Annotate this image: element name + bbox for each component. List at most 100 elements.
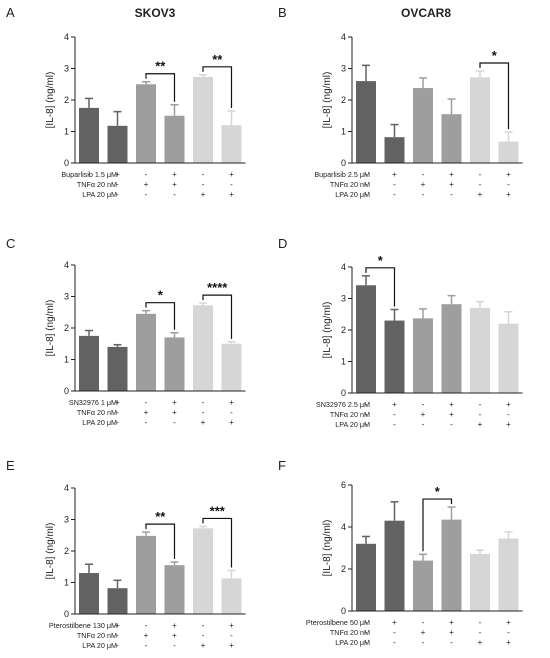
treatment-mark: -	[479, 410, 482, 419]
treatment-mark: -	[365, 638, 368, 647]
treatment-mark: -	[365, 400, 368, 409]
treatment-mark: -	[173, 418, 176, 427]
bar	[384, 320, 405, 393]
treatment-row-label: LPA 20 μM	[82, 190, 117, 199]
bar	[221, 343, 242, 391]
treatment-mark: -	[422, 190, 425, 199]
treatment-mark: -	[507, 180, 510, 189]
panel-letter: A	[6, 5, 15, 20]
treatment-mark: +	[506, 190, 511, 199]
treatment-mark: +	[478, 638, 483, 647]
y-axis-label: [IL-8] (ng/ml)	[322, 72, 333, 129]
treatment-mark: +	[392, 400, 397, 409]
y-tick-label: 0	[341, 158, 346, 168]
treatment-mark: -	[116, 418, 119, 427]
treatment-mark: +	[115, 398, 120, 407]
bar	[136, 535, 156, 614]
significance-bracket	[479, 62, 510, 130]
y-tick-label: 3	[64, 292, 69, 302]
treatment-mark: +	[449, 400, 454, 409]
treatment-mark: +	[229, 418, 234, 427]
panel-letter: E	[6, 458, 15, 473]
bar	[107, 125, 128, 163]
treatment-row-label: Buparlisib 2.5 μM	[314, 170, 370, 179]
significance-label: **	[155, 509, 166, 524]
bar	[384, 137, 405, 163]
treatment-mark: +	[478, 420, 483, 429]
treatment-mark: -	[88, 631, 91, 640]
column-title-skov3: SKOV3	[135, 6, 176, 20]
bar	[413, 318, 433, 393]
y-tick-label: 4	[341, 262, 346, 272]
treatment-row-label: SN32976 2.5 μM	[316, 400, 370, 409]
treatment-row-label: LPA 20 μM	[82, 418, 117, 427]
treatment-row-label: TNFα 20 nM	[330, 180, 370, 189]
y-tick-label: 3	[64, 515, 69, 525]
bar	[193, 77, 213, 163]
bar	[356, 285, 376, 393]
treatment-mark: +	[229, 641, 234, 650]
treatment-mark: +	[506, 170, 511, 179]
significance-label: **	[155, 59, 166, 74]
y-tick-label: 2	[64, 95, 69, 105]
treatment-mark: +	[172, 408, 177, 417]
bar	[221, 578, 242, 614]
treatment-row-label: TNFα 20 nM	[77, 631, 117, 640]
y-axis-label: [IL-8] (ng/ml)	[45, 523, 56, 580]
y-tick-label: 3	[341, 294, 346, 304]
treatment-mark: +	[229, 170, 234, 179]
bar	[441, 519, 462, 611]
y-tick-label: 1	[341, 357, 346, 367]
significance-label: *	[378, 253, 384, 268]
treatment-mark: +	[229, 190, 234, 199]
treatment-row-label: SN32976 1 μM	[69, 398, 117, 407]
bar	[136, 313, 156, 391]
y-tick-label: 0	[341, 606, 346, 616]
bar	[79, 335, 99, 391]
treatment-mark: -	[479, 170, 482, 179]
treatment-mark: -	[202, 621, 205, 630]
treatment-mark: +	[144, 631, 149, 640]
treatment-mark: -	[507, 628, 510, 637]
treatment-mark: +	[449, 410, 454, 419]
treatment-mark: +	[172, 621, 177, 630]
bar	[413, 88, 433, 163]
treatment-mark: -	[145, 398, 148, 407]
significance-label: *	[435, 484, 441, 499]
treatment-mark: -	[230, 631, 233, 640]
treatment-mark: -	[365, 180, 368, 189]
treatment-mark: -	[393, 190, 396, 199]
treatment-mark: -	[88, 621, 91, 630]
y-axis-label: [IL-8] (ng/ml)	[45, 72, 56, 129]
panel-a: A 0 1 2 3 4 [IL-8] (ng/ml) ** ** Buparlisib 1.5 μ…	[6, 5, 246, 199]
treatment-mark: -	[393, 638, 396, 647]
bar	[107, 588, 128, 614]
treatment-mark: -	[422, 638, 425, 647]
treatment-row-label: TNFα 20 nM	[77, 408, 117, 417]
y-tick-label: 1	[64, 578, 69, 588]
significance-label: *	[158, 288, 164, 303]
treatment-mark: +	[172, 180, 177, 189]
bar	[470, 307, 490, 393]
treatment-row-label: LPA 20 μM	[335, 638, 370, 647]
treatment-row-label: LPA 20 μM	[335, 190, 370, 199]
bar	[441, 114, 462, 163]
treatment-mark: +	[449, 170, 454, 179]
treatment-mark: -	[145, 418, 148, 427]
treatment-mark: +	[506, 400, 511, 409]
bar	[470, 553, 490, 611]
significance-bracket	[202, 66, 233, 109]
treatment-mark: -	[202, 631, 205, 640]
bar	[413, 560, 433, 611]
treatment-mark: +	[421, 628, 426, 637]
treatment-row-label: LPA 20 μM	[335, 420, 370, 429]
treatment-mark: -	[422, 420, 425, 429]
y-tick-label: 4	[341, 32, 346, 42]
treatment-row-label: TNFα 20 nM	[77, 180, 117, 189]
bar	[164, 115, 185, 163]
treatment-mark: -	[365, 190, 368, 199]
significance-label: ***	[210, 503, 226, 518]
